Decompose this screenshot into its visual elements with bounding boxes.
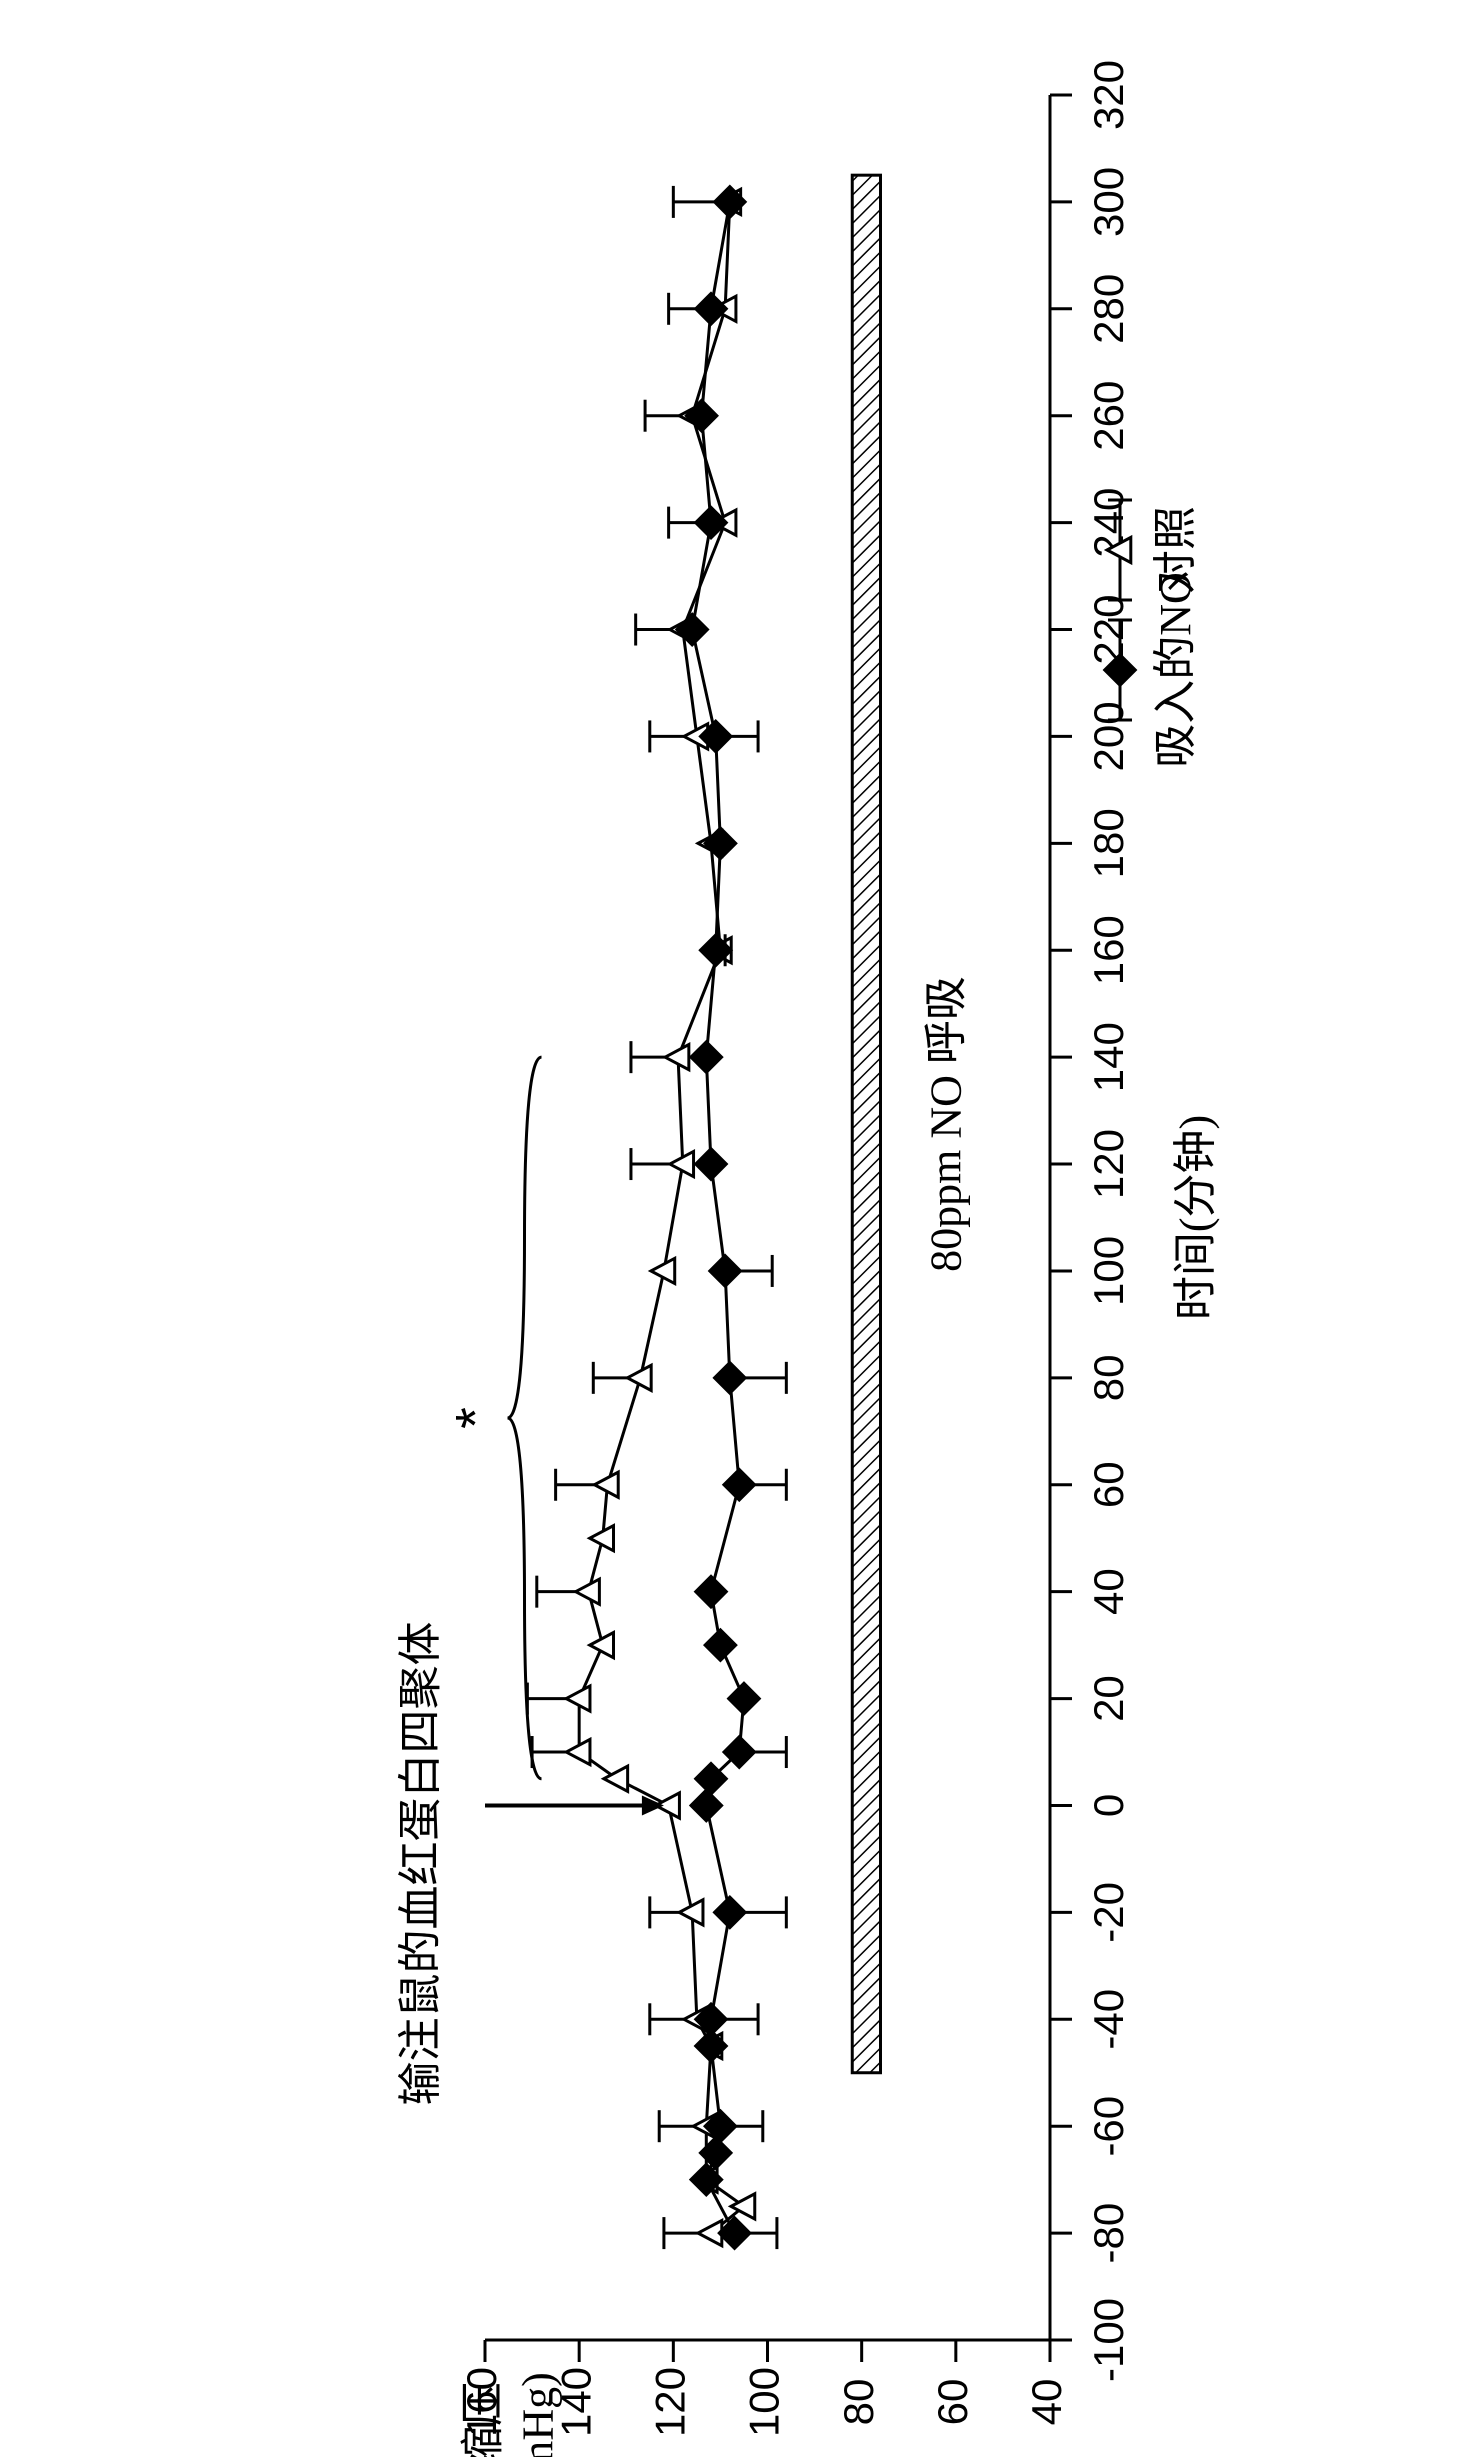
significance-star: * (443, 1407, 506, 1429)
significance-bracket (508, 1057, 542, 1779)
series-marker (604, 1766, 628, 1791)
x-tick-label: 80 (1085, 1354, 1132, 1401)
y-tick-label: 40 (1023, 2379, 1070, 2426)
x-tick-label: 60 (1085, 1461, 1132, 1508)
legend-label: 吸入的NO (1151, 572, 1200, 768)
series-marker (695, 1148, 727, 1180)
x-tick-label: 0 (1085, 1794, 1132, 1817)
x-tick-label: 40 (1085, 1568, 1132, 1615)
x-tick-label: 140 (1085, 1022, 1132, 1092)
x-tick-label: 120 (1085, 1129, 1132, 1199)
infusion-label: 输注鼠的血红蛋白四聚体 (396, 1621, 445, 2105)
x-tick-label: -100 (1085, 2298, 1132, 2382)
series-marker (686, 400, 718, 432)
x-tick-label: 200 (1085, 701, 1132, 771)
chart-svg: -100 -80 -60 -40 -20 0 20 40 60 80 100 120 140 160 180… (0, 0, 1477, 2457)
x-tick-label: 260 (1085, 381, 1132, 451)
y-tick-label: 120 (646, 2367, 693, 2437)
no-breathing-bar (852, 175, 880, 2073)
x-tick-label: 20 (1085, 1675, 1132, 1722)
chart-container: -100 -80 -60 -40 -20 0 20 40 60 80 100 120 140 160 180… (0, 0, 1477, 2457)
x-tick-label: 100 (1085, 1236, 1132, 1306)
series-marker (690, 1041, 722, 1073)
x-tick-label: 160 (1085, 915, 1132, 985)
x-tick-label: 300 (1085, 167, 1132, 237)
y-tick-label: 60 (929, 2379, 976, 2426)
no-breathing-label: 80ppm NO 呼吸 (922, 976, 971, 1272)
y-tick-label: 80 (835, 2379, 882, 2426)
x-axis-label: 时间(分钟) (1171, 1115, 1220, 1320)
x-tick-label: 280 (1085, 274, 1132, 344)
series-marker (576, 1579, 600, 1604)
x-tick-label: -60 (1085, 2096, 1132, 2157)
series-marker (704, 1629, 736, 1661)
series-marker (627, 1365, 651, 1390)
x-tick-label: -40 (1085, 1989, 1132, 2050)
y-axis-label-bottom: (mmHg) (514, 2372, 563, 2457)
series-marker (695, 1576, 727, 1608)
series-marker (690, 1789, 722, 1821)
series-marker (714, 1896, 746, 1928)
series-marker (676, 614, 708, 646)
y-tick-label: 100 (741, 2367, 788, 2437)
x-tick-label: 180 (1085, 808, 1132, 878)
series-marker (723, 1469, 755, 1501)
series-marker (714, 1362, 746, 1394)
x-tick-label: 220 (1085, 594, 1132, 664)
x-tick-label: -20 (1085, 1882, 1132, 1943)
series-marker (709, 1255, 741, 1287)
x-tick-label: -80 (1085, 2203, 1132, 2264)
x-tick-label: 320 (1085, 60, 1132, 130)
y-axis-label-top: 收缩压 (459, 2382, 508, 2457)
series-line (692, 202, 744, 2233)
series-marker (728, 1683, 760, 1715)
series-marker (695, 2003, 727, 2035)
series-marker (704, 2110, 736, 2142)
